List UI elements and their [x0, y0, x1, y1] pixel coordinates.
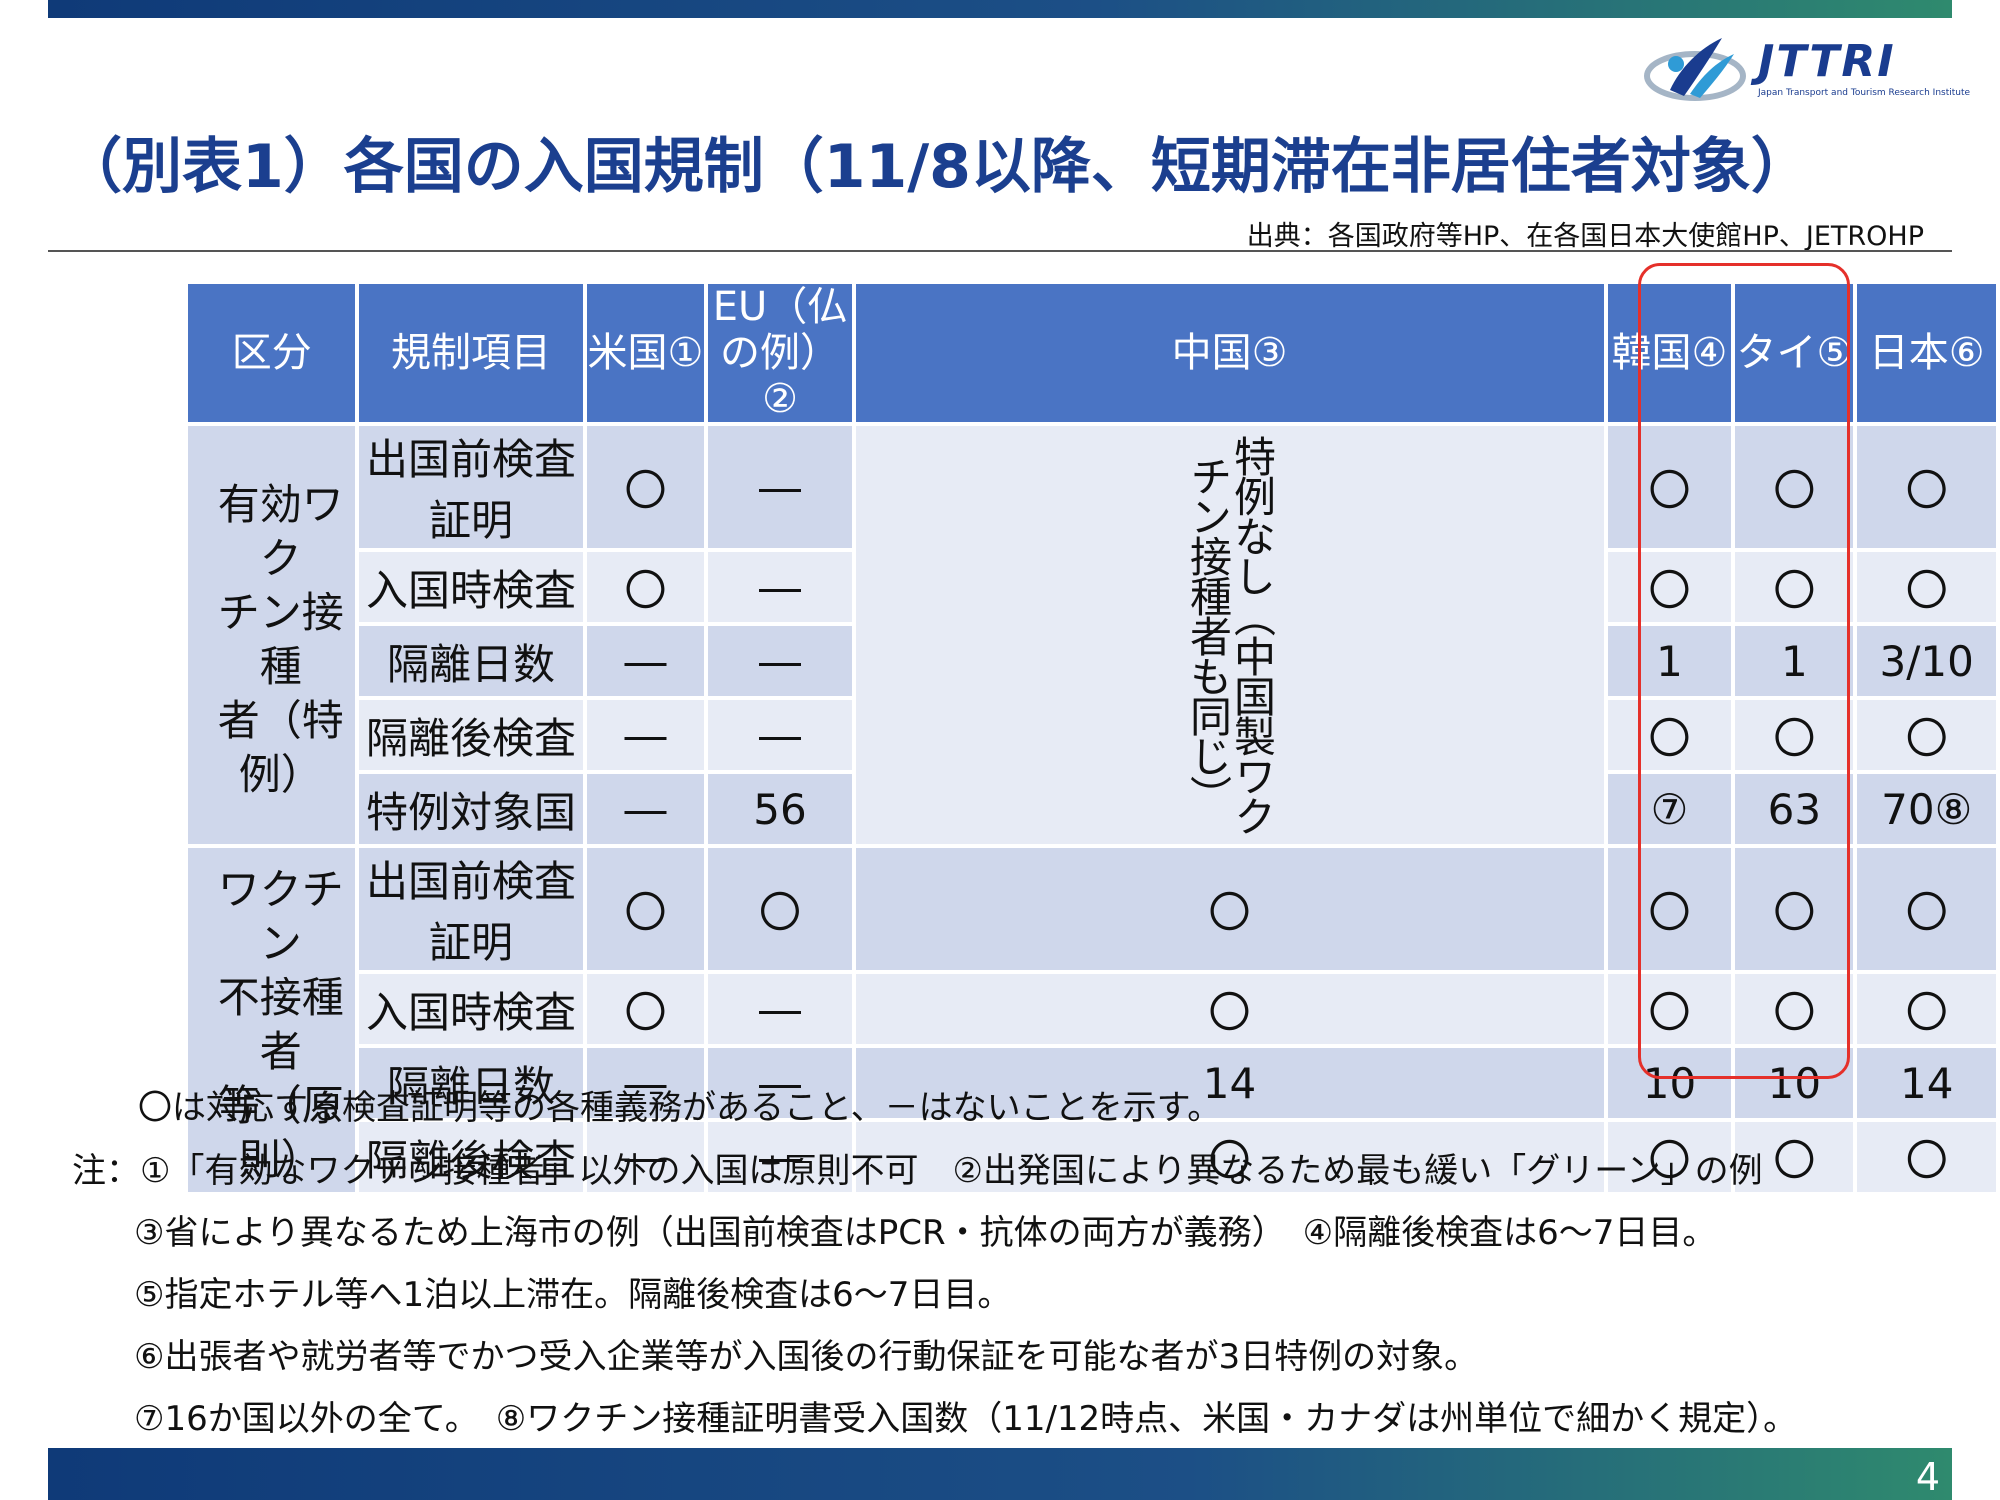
divider: [48, 250, 1952, 252]
us-cell: ―: [586, 1048, 705, 1118]
korea-cell: 10: [1607, 1048, 1732, 1118]
us-cell: ―: [586, 1122, 705, 1192]
thailand-cell: 1: [1735, 626, 1854, 696]
footnote-line: ⑤指定ホテル等へ1泊以上滞在。隔離後検査は6～7日目。: [134, 1275, 1012, 1315]
us-cell: ―: [586, 626, 705, 696]
us-cell: 〇: [586, 426, 705, 548]
footnote-line: ⑥出張者や就労者等でかつ受入企業等が入国後の行動保証を可能な者が3日特例の対象。: [134, 1337, 1479, 1377]
thailand-cell: 〇: [1735, 974, 1854, 1044]
korea-cell: ⑦: [1607, 774, 1732, 844]
table-row: 入国時検査 〇 ― 〇 〇 〇: [188, 552, 1996, 622]
source-note: 出典：各国政府等HP、在各国日本大使館HP、JETROHP: [1246, 221, 1924, 252]
us-cell: 〇: [586, 552, 705, 622]
table-row: 隔離日数 ― ― 1 1 3/10: [188, 626, 1996, 696]
jttri-emblem-icon: [1644, 38, 1746, 101]
table-row: 有効ワク チン接種 者（特例） 出国前検査証明 〇 ― 特例なし（中国製ワクチン…: [188, 426, 1996, 844]
eu-cell: ―: [708, 552, 852, 622]
eu-cell: 56: [708, 774, 852, 844]
korea-cell: 〇: [1607, 700, 1732, 770]
japan-cell: 14: [1857, 1048, 1996, 1118]
footnotes: 注：①「有効なワクチン接種者」以外の入国は原則不可 ②出発国により異なるため最も…: [72, 1140, 1797, 1450]
china-cell: 〇: [855, 848, 1604, 970]
header-eu: EU（仏の例）②: [708, 284, 852, 422]
logo-text: JTTRI: [1758, 36, 1896, 87]
thailand-cell: 〇: [1735, 552, 1854, 622]
japan-cell: 〇: [1857, 848, 1996, 970]
eu-cell: ―: [708, 1122, 852, 1192]
category-vaccinated: 有効ワク チン接種 者（特例）: [188, 426, 356, 844]
item-cell: 出国前検査証明: [359, 848, 583, 970]
korea-cell: 1: [1607, 626, 1732, 696]
japan-cell: 〇: [1857, 426, 1996, 548]
header-china: 中国③: [855, 284, 1604, 422]
item-cell: 入国時検査: [359, 552, 583, 622]
thailand-cell: 〇: [1735, 426, 1854, 548]
table-row: 特例対象国 ― 56 ⑦ 63 70⑧: [188, 774, 1996, 844]
japan-highlight-box: [1638, 263, 1850, 1079]
eu-cell: ―: [708, 1048, 852, 1118]
eu-cell: ―: [708, 426, 852, 548]
header-us: 米国①: [586, 284, 705, 422]
china-cell: 〇: [855, 1122, 1604, 1192]
korea-cell: 〇: [1607, 848, 1732, 970]
japan-cell: 〇: [1857, 700, 1996, 770]
table-row: 入国時検査 〇 ― 〇 〇 〇 〇: [188, 974, 1996, 1044]
header-thailand: タイ⑤: [1735, 284, 1854, 422]
page-title: （別表1）各国の入国規制（11/8以降、短期滞在非居住者対象）: [62, 132, 1811, 202]
top-accent-bar: [48, 0, 1952, 18]
logo-subtitle: Japan Transport and Tourism Research Ins…: [1758, 88, 1971, 98]
thailand-cell: 63: [1735, 774, 1854, 844]
item-cell: 隔離日数: [359, 1048, 583, 1118]
header-category: 区分: [188, 284, 356, 422]
bottom-accent-bar: [48, 1448, 1952, 1500]
header-korea: 韓国④: [1607, 284, 1732, 422]
us-cell: 〇: [586, 974, 705, 1044]
us-cell: 〇: [586, 848, 705, 970]
eu-cell: ―: [708, 626, 852, 696]
thailand-cell: 〇: [1735, 848, 1854, 970]
header-japan: 日本⑥: [1857, 284, 1996, 422]
japan-cell: 〇: [1857, 1122, 1996, 1192]
japan-cell: 〇: [1857, 552, 1996, 622]
eu-cell: ―: [708, 974, 852, 1044]
footnote-line: ③省により異なるため上海市の例（出国前検査はPCR・抗体の両方が義務） ④隔離後…: [134, 1213, 1717, 1253]
korea-cell: 〇: [1607, 552, 1732, 622]
eu-cell: 〇: [708, 848, 852, 970]
us-cell: ―: [586, 700, 705, 770]
item-cell: 入国時検査: [359, 974, 583, 1044]
japan-cell: 〇: [1857, 974, 1996, 1044]
table-row: ワクチン 不接種者 等（原則） 出国前検査証明 〇 〇 〇 〇 〇 〇: [188, 848, 1996, 1192]
korea-cell: 〇: [1607, 1122, 1732, 1192]
thailand-cell: 〇: [1735, 1122, 1854, 1192]
china-cell: 〇: [855, 974, 1604, 1044]
header-item: 規制項目: [359, 284, 583, 422]
table-row: 隔離日数 ― ― 14 10 10 14: [188, 1048, 1996, 1118]
china-cell: 14: [855, 1048, 1604, 1118]
item-cell: 出国前検査証明: [359, 426, 583, 548]
category-unvaccinated: ワクチン 不接種者 等（原則）: [188, 848, 356, 1192]
item-cell: 特例対象国: [359, 774, 583, 844]
jttri-logo: JTTRI Japan Transport and Tourism Resear…: [1640, 28, 1970, 110]
china-merged-note: 特例なし（中国製ワクチン接種者も同じ）: [855, 426, 1604, 844]
regulation-table: 区分 規制項目 米国① EU（仏の例）② 中国③ 韓国④ タイ⑤ 日本⑥ 有効ワ…: [184, 280, 2000, 1196]
legend-text: 〇は対応する検査証明等の各種義務があること、－はないことを示す。: [138, 1088, 1222, 1128]
item-cell: 隔離日数: [359, 626, 583, 696]
page-number: 4: [1915, 1455, 1940, 1499]
eu-cell: ―: [708, 700, 852, 770]
footnote-line: 注：①「有効なワクチン接種者」以外の入国は原則不可 ②出発国により異なるため最も…: [72, 1151, 1763, 1191]
us-cell: ―: [586, 774, 705, 844]
footnote-line: ⑦16か国以外の全て。 ⑧ワクチン接種証明書受入国数（11/12時点、米国・カナ…: [134, 1399, 1798, 1439]
korea-cell: 〇: [1607, 974, 1732, 1044]
korea-cell: 〇: [1607, 426, 1732, 548]
table-header-row: 区分 規制項目 米国① EU（仏の例）② 中国③ 韓国④ タイ⑤ 日本⑥: [188, 284, 1996, 422]
thailand-cell: 〇: [1735, 700, 1854, 770]
table-row: 隔離後検査 ― ― 〇 〇 〇 〇: [188, 1122, 1996, 1192]
japan-cell: 3/10: [1857, 626, 1996, 696]
japan-cell: 70⑧: [1857, 774, 1996, 844]
item-cell: 隔離後検査: [359, 700, 583, 770]
item-cell: 隔離後検査: [359, 1122, 583, 1192]
table-row: 隔離後検査 ― ― 〇 〇 〇: [188, 700, 1996, 770]
